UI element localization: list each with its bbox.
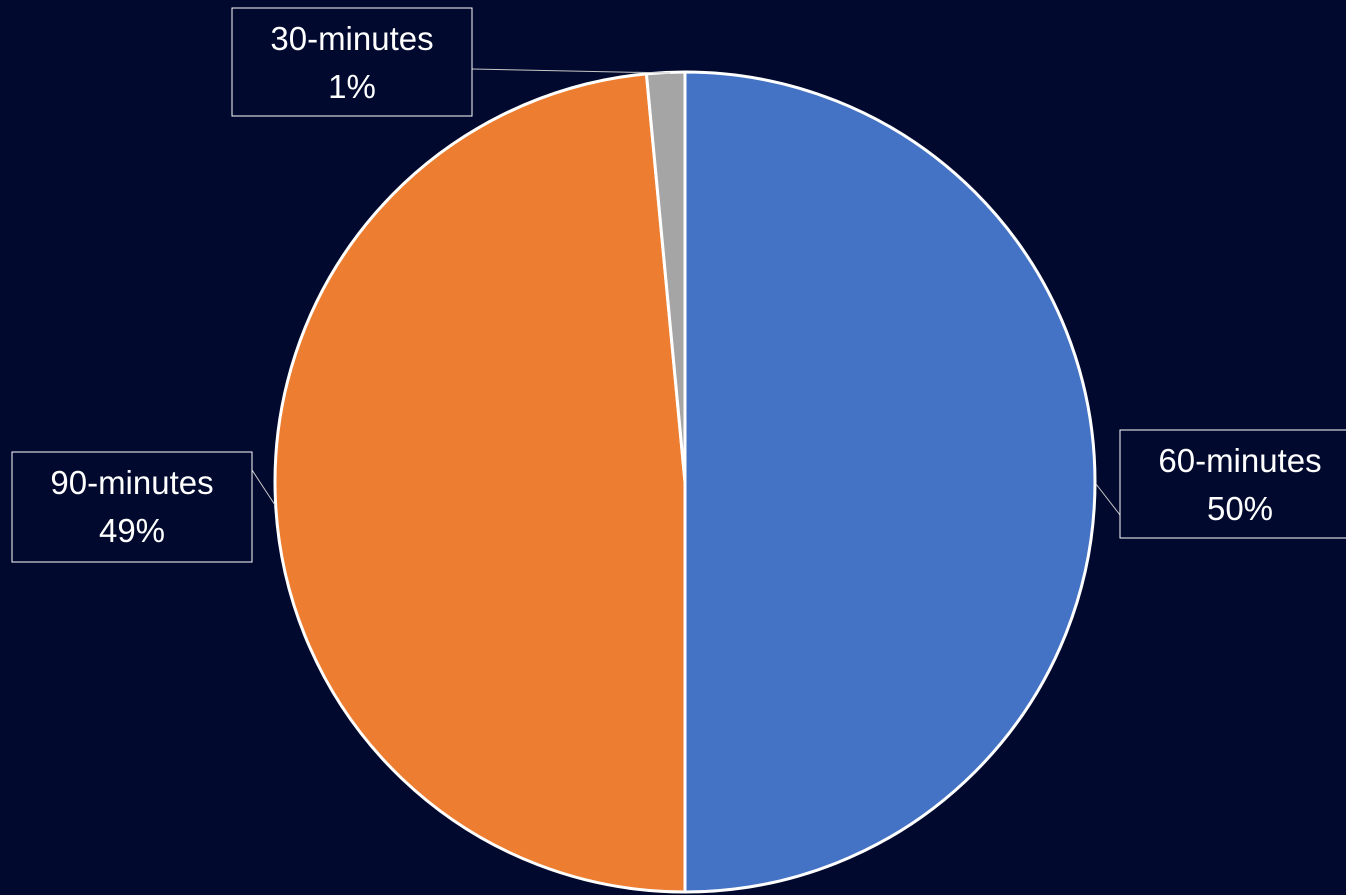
- labels-layer: 60-minutes 50% 90-minutes 49% 30-minutes 1%: [11, 7, 1346, 563]
- leader-line-90-minutes: [251, 469, 276, 506]
- leader-line-30-minutes: [471, 68, 671, 74]
- data-label-box-30-minutes: [231, 7, 473, 117]
- pie-slice-60-minutes: [683, 70, 1097, 894]
- data-label-category-60-minutes: 60-minutes: [1158, 442, 1321, 479]
- data-label-category-90-minutes: 90-minutes: [50, 464, 213, 501]
- data-label-box-90-minutes: [11, 451, 253, 563]
- pie-slice-90-minutes: [273, 72, 687, 894]
- data-label-percent-60-minutes: 50%: [1207, 490, 1273, 527]
- leader-line-60-minutes: [1095, 483, 1121, 516]
- data-label-category-30-minutes: 30-minutes: [270, 20, 433, 57]
- data-label-box-60-minutes: [1119, 429, 1346, 539]
- slices-layer: [273, 70, 1097, 894]
- data-label-percent-90-minutes: 49%: [99, 512, 165, 549]
- data-label-percent-30-minutes: 1%: [328, 68, 376, 105]
